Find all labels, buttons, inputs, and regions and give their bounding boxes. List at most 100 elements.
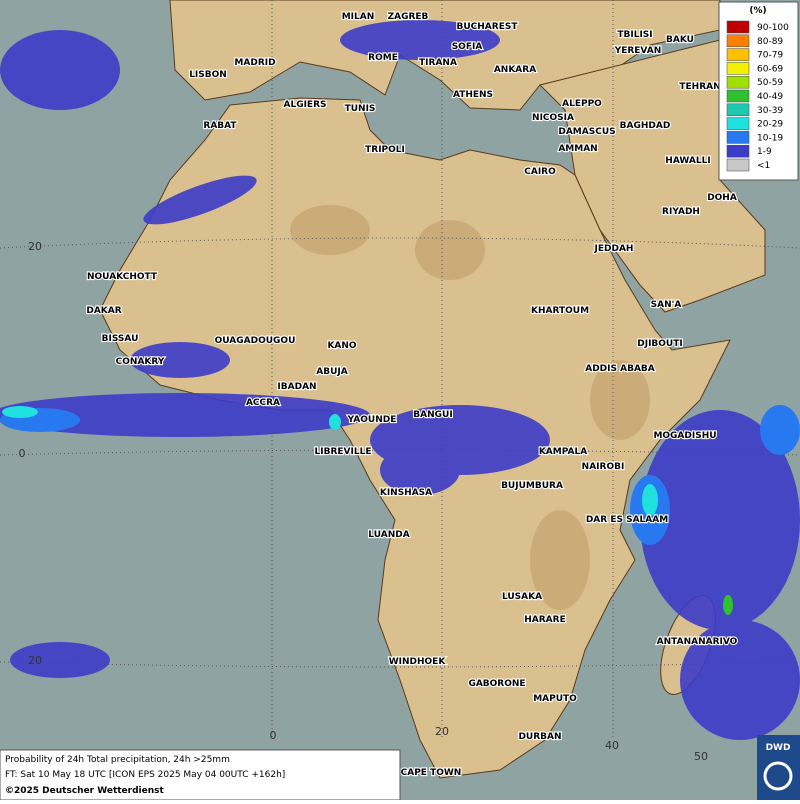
legend-swatch — [726, 48, 750, 61]
city-label: BAGHDAD — [620, 121, 671, 131]
grid-labels: 20 0 20 0 20 40 50 — [19, 240, 709, 763]
city-label: MILAN — [342, 12, 375, 22]
city-label: TRIPOLI — [365, 145, 405, 155]
city-label: OUAGADOUGOU — [215, 336, 296, 346]
city-label: ROME — [368, 53, 398, 63]
city-label: RABAT — [203, 121, 237, 131]
city-label: YEREVAN — [614, 46, 662, 56]
city-label: MAPUTO — [533, 694, 577, 704]
city-label: BUCHAREST — [457, 22, 519, 32]
logo-text: DWD — [766, 743, 791, 753]
legend-swatch — [726, 144, 750, 158]
grid-label: 20 — [435, 725, 449, 738]
city-label: TUNIS — [345, 104, 376, 114]
city-label: KINSHASA — [380, 488, 432, 498]
city-label: TBILISI — [617, 30, 652, 40]
city-label: TIRANA — [419, 58, 457, 68]
city-label: KAMPALA — [539, 447, 587, 457]
grid-label: 40 — [605, 739, 619, 752]
logo: DWD — [757, 735, 800, 800]
terrain — [290, 205, 650, 610]
legend-label: 20-29 — [757, 120, 783, 130]
city-label: CONAKRY — [116, 357, 165, 367]
legend-label: 80-89 — [757, 37, 783, 47]
city-label: LUANDA — [368, 530, 409, 540]
city-label: NAIROBI — [582, 462, 625, 472]
city-labels: MILAN ZAGREB BUCHAREST TBILISI BAKU MADRID ROM… — [85, 11, 739, 779]
city-label: ALEPPO — [562, 99, 602, 109]
city-label: ALGIERS — [284, 100, 327, 110]
legend-swatch — [726, 75, 750, 89]
legend-label: 50-59 — [757, 78, 783, 88]
city-label: SAN'A — [651, 300, 682, 310]
city-label: TEHRAN — [679, 82, 720, 92]
logo-icon — [763, 761, 793, 791]
city-label: LIBREVILLE — [315, 447, 372, 457]
legend-label: 1-9 — [757, 147, 772, 157]
footer-line: FT: Sat 10 May 18 UTC [ICON EPS 2025 May… — [5, 770, 285, 780]
legend-title: (%) — [749, 6, 766, 16]
grid-label: 20 — [28, 654, 42, 667]
city-label: DAKAR — [86, 306, 121, 316]
legend-swatch — [726, 89, 750, 103]
city-label: ATHENS — [453, 90, 493, 100]
city-label: SOFIA — [452, 42, 483, 52]
city-label: BAKU — [666, 35, 694, 45]
grid-label: 20 — [28, 240, 42, 253]
city-label: BUJUMBURA — [501, 481, 563, 491]
city-label: KANO — [327, 341, 356, 351]
city-label: CAIRO — [524, 167, 556, 177]
city-label: DAR ES SALAAM — [586, 515, 668, 525]
city-label: LUSAKA — [502, 592, 542, 602]
city-label: CAPE TOWN — [401, 768, 462, 778]
city-label: JEDDAH — [594, 244, 634, 254]
footer-line: ©2025 Deutscher Wetterdienst — [5, 786, 164, 796]
city-label: ABUJA — [316, 367, 347, 377]
city-label: DAMASCUS — [558, 127, 615, 137]
legend-label: 40-49 — [757, 92, 783, 102]
grid-label: 50 — [694, 750, 708, 763]
legend-swatch — [726, 20, 750, 34]
city-label: MOGADISHU — [653, 431, 716, 441]
city-label: RIYADH — [662, 207, 700, 217]
city-label: NOUAKCHOTT — [87, 272, 158, 282]
city-label: HARARE — [524, 615, 565, 625]
grid-label: 0 — [19, 447, 26, 460]
legend: (%) 90-100 80-89 70-79 60-69 50-59 40-49 30-39… — [718, 1, 799, 181]
city-label: MADRID — [234, 58, 275, 68]
footer-line: Probability of 24h Total precipitation, … — [5, 755, 230, 765]
city-label: BISSAU — [102, 334, 139, 344]
legend-label: 70-79 — [757, 51, 783, 61]
legend-swatch — [726, 34, 750, 48]
city-label: ANKARA — [494, 65, 536, 75]
legend-label: 90-100 — [757, 23, 789, 33]
city-label: KHARTOUM — [531, 306, 589, 316]
city-label: NICOSIA — [532, 113, 574, 123]
city-label: DURBAN — [518, 732, 561, 742]
city-label: ACCRA — [246, 398, 280, 408]
legend-label: 30-39 — [757, 106, 783, 116]
city-label: ZAGREB — [388, 12, 429, 22]
legend-label: 60-69 — [757, 64, 783, 74]
city-label: IBADAN — [277, 382, 316, 392]
city-label: WINDHOEK — [389, 657, 447, 667]
footer: Probability of 24h Total precipitation, … — [0, 749, 401, 801]
city-label: HAWALLI — [665, 156, 710, 166]
footer-box — [0, 749, 401, 801]
precipitation — [0, 20, 800, 740]
grid-label: 0 — [270, 729, 277, 742]
city-label: YAOUNDE — [347, 415, 397, 425]
city-label: AMMAN — [558, 144, 597, 154]
city-label: GABORONE — [468, 679, 525, 689]
legend-swatch — [726, 158, 750, 172]
city-label: DJIBOUTI — [637, 339, 682, 349]
city-label: ADDIS ABABA — [585, 364, 655, 374]
city-label: BANGUI — [413, 410, 452, 420]
legend-label: <1 — [757, 161, 770, 171]
legend-swatch — [726, 62, 750, 75]
legend-swatch — [726, 131, 750, 144]
city-label: ANTANANARIVO — [657, 637, 738, 647]
legend-label: 10-19 — [757, 133, 783, 143]
legend-swatch — [726, 103, 750, 117]
